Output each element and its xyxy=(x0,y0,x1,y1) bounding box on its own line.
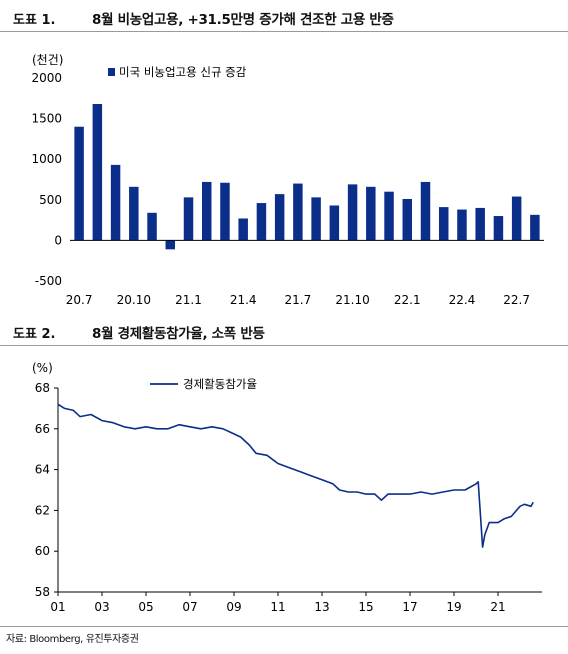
bar-x-tick-label: 22.4 xyxy=(449,293,476,307)
bar-chart-unit-label: (천건) xyxy=(32,52,63,67)
bar-y-tick-label: 1000 xyxy=(31,152,62,166)
bar-x-tick-label: 21.4 xyxy=(230,293,257,307)
bar-x-tick-label: 20.7 xyxy=(66,293,93,307)
bar-20.7 xyxy=(74,126,84,241)
figure1-label: 도표 1. xyxy=(13,13,56,28)
line-legend-label: 경제활동참가율 xyxy=(183,377,257,391)
bar-22.6 xyxy=(493,216,504,241)
bar-22.4 xyxy=(457,209,467,241)
bar-22.8 xyxy=(530,214,540,241)
bar-21.11 xyxy=(366,186,376,241)
line-x-tick-label: 11 xyxy=(270,600,285,614)
bar-20.10 xyxy=(129,186,139,241)
bar-y-tick-label: 500 xyxy=(39,193,62,207)
bar-22.1 xyxy=(402,198,413,241)
bar-21.10 xyxy=(347,184,358,241)
bar-22.2 xyxy=(420,181,431,241)
bar-22.5 xyxy=(475,207,485,241)
bar-21.12 xyxy=(384,191,394,241)
line-y-tick-label: 60 xyxy=(35,544,50,558)
line-x-tick-label: 21 xyxy=(490,600,505,614)
line-x-tick-label: 09 xyxy=(226,600,241,614)
bar-20.9 xyxy=(110,164,121,241)
line-x-tick-label: 19 xyxy=(446,600,461,614)
bar-22.3 xyxy=(438,207,449,241)
line-chart-unit-label: (%) xyxy=(32,361,53,375)
figure2-header-rule xyxy=(0,345,568,346)
bar-20.8 xyxy=(92,103,103,241)
bar-x-tick-label: 21.10 xyxy=(335,293,369,307)
line-x-tick-label: 15 xyxy=(358,600,373,614)
bar-22.7 xyxy=(511,196,522,241)
bar-legend-swatch xyxy=(108,68,115,76)
bar-20.11 xyxy=(147,212,157,241)
line-x-tick-label: 07 xyxy=(182,600,197,614)
source-note: 자료: Bloomberg, 유진투자증권 xyxy=(6,634,139,645)
figure2-label: 도표 2. xyxy=(13,327,56,342)
bar-y-tick-label: 2000 xyxy=(31,71,62,85)
bar-21.6 xyxy=(274,194,285,241)
bar-legend-label: 미국 비농업고용 신규 증감 xyxy=(119,65,247,79)
bar-21.2 xyxy=(201,181,212,241)
line-y-tick-label: 62 xyxy=(35,503,50,517)
bar-x-tick-label: 22.1 xyxy=(394,293,421,307)
line-y-tick-label: 64 xyxy=(35,463,50,477)
figure2-title: 8월 경제활동참가율, 소폭 반등 xyxy=(92,326,265,342)
bar-x-tick-label: 21.1 xyxy=(175,293,202,307)
figure2-header: 도표 2. 8월 경제활동참가율, 소폭 반등 xyxy=(0,318,568,344)
figure1-header: 도표 1. 8월 비농업고용, +31.5만명 증가해 견조한 고용 반증 xyxy=(0,4,568,30)
bar-21.1 xyxy=(183,197,194,241)
bar-21.9 xyxy=(329,205,340,241)
bar-x-tick-label: 21.7 xyxy=(285,293,312,307)
bar-21.3 xyxy=(220,182,230,241)
line-x-tick-label: 17 xyxy=(402,600,417,614)
bar-y-tick-label: -500 xyxy=(35,274,62,288)
bar-21.4 xyxy=(238,218,248,241)
participation-rate-line xyxy=(57,403,534,548)
line-x-tick-label: 01 xyxy=(50,600,65,614)
bar-21.7 xyxy=(293,183,303,241)
bar-x-tick-label: 20.10 xyxy=(117,293,151,307)
line-y-tick-label: 58 xyxy=(35,585,50,599)
line-y-tick-label: 66 xyxy=(35,422,50,436)
line-x-tick-label: 13 xyxy=(314,600,329,614)
bar-y-tick-label: 1500 xyxy=(31,112,62,126)
bar-20.12 xyxy=(165,240,176,250)
bar-chart-nonfarm-payrolls: (천건) 2000 1500 1000 500 0 -500 20.7 20.10 21.1 2… xyxy=(31,52,544,307)
figure1-title: 8월 비농업고용, +31.5만명 증가해 견조한 고용 반증 xyxy=(92,12,394,28)
figure1-header-rule xyxy=(0,31,568,32)
line-x-tick-label: 05 xyxy=(138,600,153,614)
line-x-tick-label: 03 xyxy=(94,600,109,614)
footer-rule xyxy=(0,626,568,627)
bar-21.8 xyxy=(311,197,321,241)
bar-x-tick-label: 22.7 xyxy=(503,293,530,307)
bar-21.5 xyxy=(256,203,267,241)
bar-y-tick-label: 0 xyxy=(54,233,62,247)
line-y-tick-label: 68 xyxy=(35,381,50,395)
